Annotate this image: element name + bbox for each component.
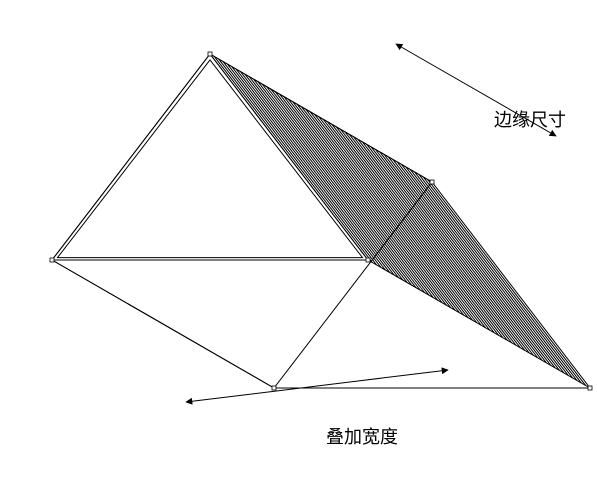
label-stack-width: 叠加宽度	[326, 423, 398, 449]
dim-arrow-stack-width	[186, 370, 448, 402]
stacked-prism-diagram	[0, 0, 597, 501]
label-edge-size: 边缘尺寸	[494, 106, 566, 132]
